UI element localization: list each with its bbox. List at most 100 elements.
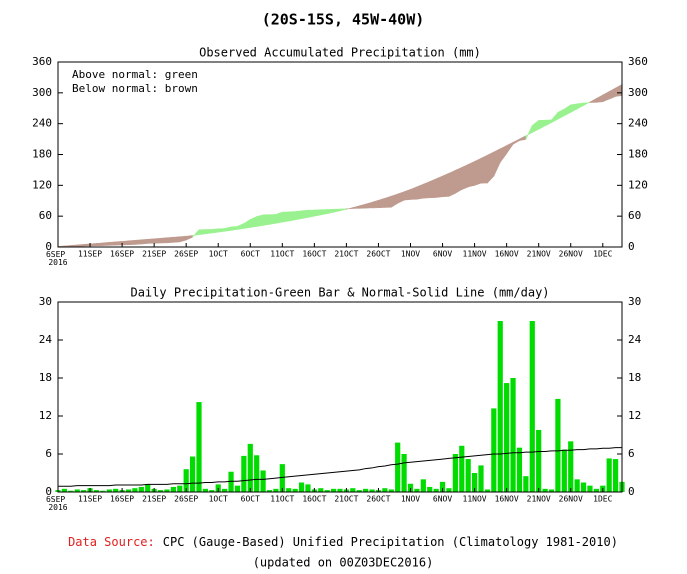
legend-note: Below normal: brown — [72, 82, 198, 95]
accumulation-band — [487, 151, 495, 184]
y-tick-label: 0 — [45, 485, 52, 498]
y2-tick-label: 120 — [628, 178, 648, 191]
accumulation-band — [294, 210, 302, 221]
bar — [273, 488, 279, 492]
x-tick-label: 1OCT — [209, 250, 228, 259]
accumulation-band — [339, 208, 347, 212]
accumulation-band — [192, 229, 200, 238]
bar — [606, 458, 612, 492]
accumulation-band — [333, 208, 341, 213]
bar — [414, 488, 420, 492]
accumulation-band — [102, 242, 110, 246]
bar — [125, 489, 132, 492]
accumulation-band — [480, 154, 488, 184]
bar — [459, 445, 465, 492]
accumulation-band — [76, 244, 84, 247]
accumulation-band — [596, 94, 604, 103]
accumulation-band — [288, 211, 296, 222]
accumulation-band — [179, 235, 187, 243]
bar — [401, 454, 407, 492]
bar — [298, 482, 305, 492]
y2-tick-label: 360 — [628, 55, 648, 68]
y-tick-label: 240 — [32, 117, 52, 130]
accumulation-band — [455, 166, 463, 194]
accumulation-band — [89, 243, 97, 247]
accumulation-band — [564, 104, 572, 117]
bar — [593, 488, 599, 492]
accumulation-band — [262, 214, 270, 226]
accumulation-band — [83, 243, 91, 247]
accumulation-band — [525, 125, 533, 140]
accumulation-band — [474, 157, 482, 186]
y2-tick-label: 0 — [628, 240, 635, 253]
y2-tick-label: 180 — [628, 148, 648, 161]
x-tick-label: 21SEP — [142, 495, 166, 504]
y-tick-label: 300 — [32, 86, 52, 99]
accumulation-band — [461, 163, 469, 190]
bar — [266, 490, 273, 492]
bar — [209, 490, 215, 492]
bar — [234, 485, 241, 492]
bar — [228, 471, 234, 492]
y-tick-label: 18 — [39, 371, 52, 384]
bar — [395, 442, 401, 492]
bar — [337, 488, 343, 492]
bar — [536, 429, 542, 492]
bar — [330, 488, 337, 492]
bar — [241, 455, 247, 492]
bar — [292, 488, 298, 492]
y-tick-label: 24 — [39, 333, 53, 346]
x-tick-label: 26NOV — [559, 250, 583, 259]
x-tick-label: 6NOV — [433, 495, 452, 504]
accumulation-band — [589, 98, 597, 103]
accumulation-band — [378, 197, 386, 209]
x-tick-label: 26OCT — [366, 495, 390, 504]
bar — [100, 490, 106, 492]
bar — [286, 488, 292, 492]
bar — [516, 447, 523, 492]
y-tick-label: 60 — [39, 209, 52, 222]
accumulation-band — [64, 245, 72, 247]
bar — [132, 488, 138, 492]
accumulation-band — [128, 239, 136, 246]
bar — [363, 488, 369, 492]
x-tick-label: 6SEP 2016 — [46, 250, 70, 267]
accumulation-band — [243, 219, 251, 229]
bar — [260, 470, 266, 492]
x-tick-label: 6OCT — [241, 495, 260, 504]
x-tick-label: 26NOV — [559, 495, 583, 504]
accumulation-band — [352, 205, 360, 209]
accumulation-band — [403, 189, 411, 201]
accumulation-band — [205, 229, 213, 235]
bar — [61, 488, 68, 492]
accumulation-band — [410, 186, 418, 200]
bar — [318, 488, 324, 492]
y2-tick-label: 60 — [628, 209, 641, 222]
y2-tick-label: 30 — [628, 295, 641, 308]
bar — [574, 479, 580, 492]
bar — [93, 490, 100, 492]
bar — [164, 489, 170, 492]
accumulation-band — [499, 145, 507, 164]
accumulation-band — [423, 181, 431, 199]
accumulation-band — [326, 208, 334, 214]
bar — [305, 484, 311, 492]
bar — [568, 441, 574, 492]
y-tick-label: 12 — [39, 409, 52, 422]
bar — [484, 489, 491, 492]
x-tick-label: 11OCT — [270, 250, 294, 259]
bar — [369, 489, 375, 492]
x-tick-label-line: 6SEP — [46, 495, 70, 504]
bar — [407, 483, 414, 492]
y-tick-label: 120 — [32, 178, 52, 191]
accumulation-band — [301, 209, 309, 219]
accumulation-band — [365, 201, 373, 209]
x-tick-label: 1NOV — [401, 250, 420, 259]
bar — [183, 469, 189, 492]
page-title: (20S-15S, 45W-40W) — [262, 11, 425, 29]
x-tick-label: 6NOV — [433, 250, 452, 259]
accumulation-band — [429, 178, 437, 199]
x-tick-label: 16OCT — [302, 495, 326, 504]
x-tick-label: 1DEC — [593, 250, 612, 259]
